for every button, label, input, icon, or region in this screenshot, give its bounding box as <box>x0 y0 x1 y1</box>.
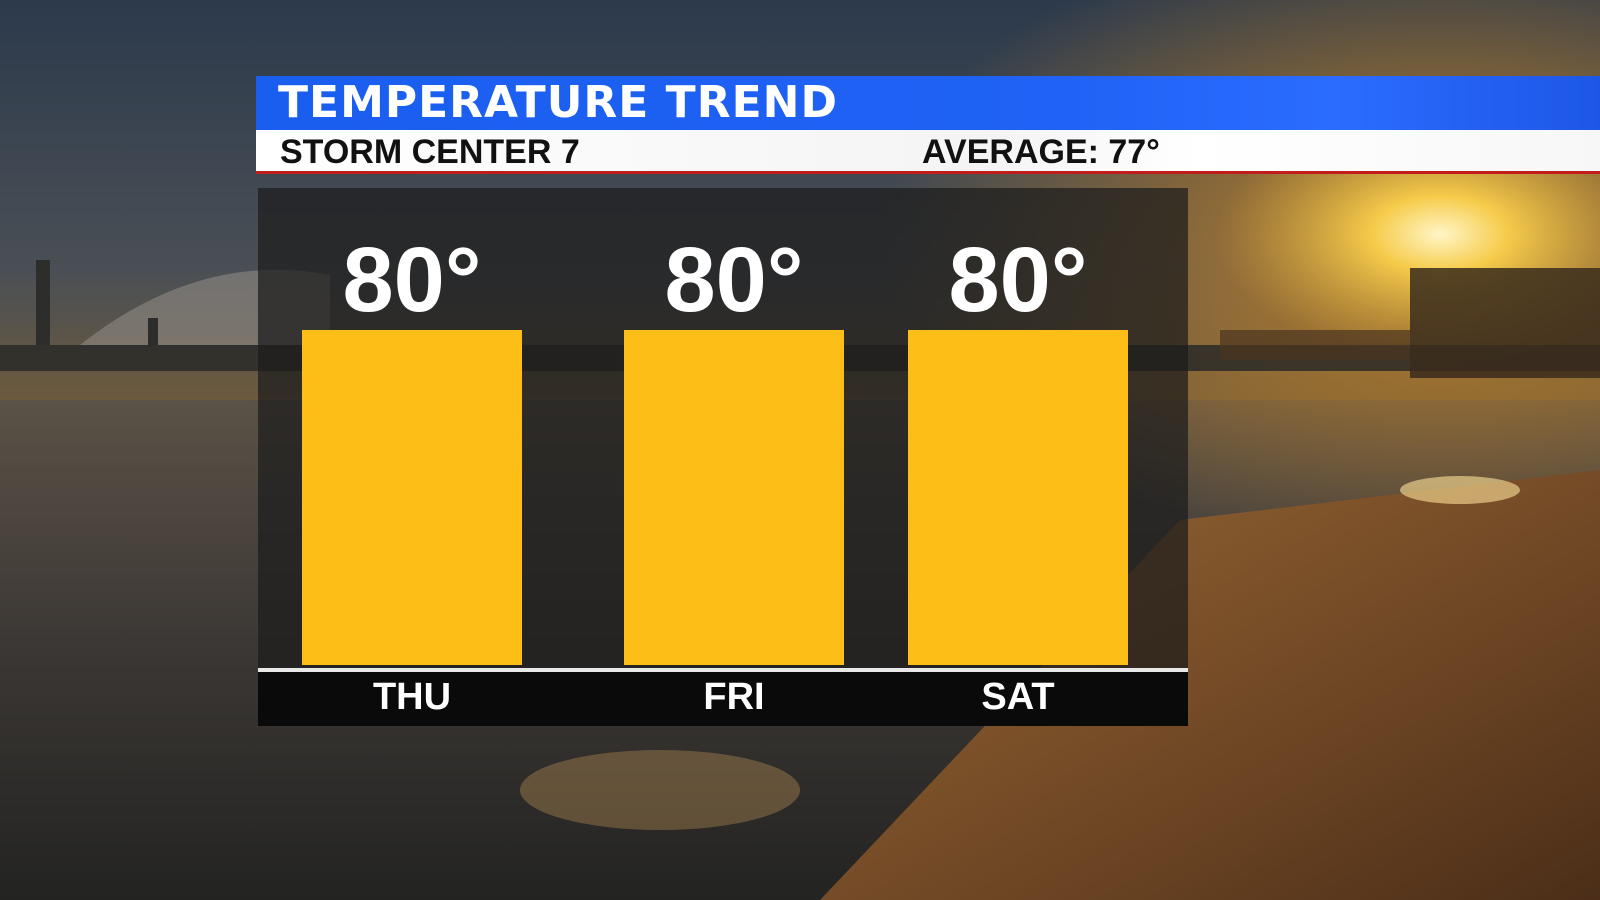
page-title: TEMPERATURE TREND <box>278 77 838 128</box>
day-label-sat: SAT <box>981 676 1054 718</box>
temperature-chart: 80° THU 80° FRI 80° SAT <box>258 188 1188 726</box>
bar-sat <box>908 330 1128 665</box>
bar-thu <box>302 330 522 665</box>
day-label-thu: THU <box>373 676 451 718</box>
subtitle-bar <box>256 130 1600 174</box>
chart-baseline <box>258 668 1188 672</box>
day-label-fri: FRI <box>703 676 764 718</box>
bar-fri <box>624 330 844 665</box>
station-label: STORM CENTER 7 <box>280 133 580 171</box>
value-label-sat: 80° <box>948 229 1087 331</box>
value-label-fri: 80° <box>664 229 803 331</box>
value-label-thu: 80° <box>342 229 481 331</box>
title-bar <box>256 76 1600 130</box>
average-temperature: AVERAGE: 77° <box>922 133 1160 171</box>
chart-svg: 80° THU 80° FRI 80° SAT <box>258 188 1188 726</box>
day-label-strip <box>258 672 1188 726</box>
